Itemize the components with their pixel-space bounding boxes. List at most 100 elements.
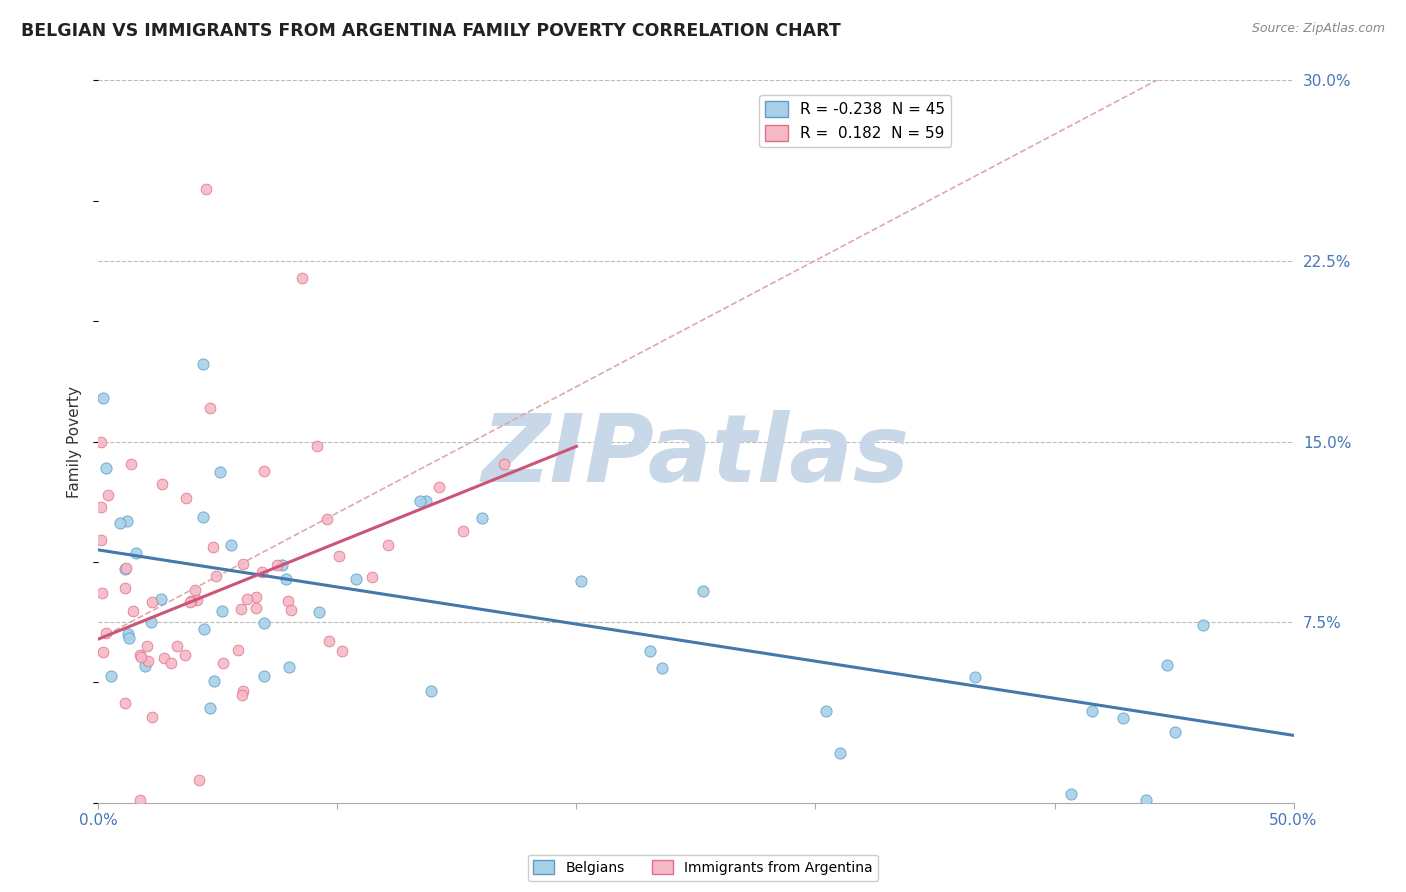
Point — [1080, 704, 1102, 718]
Point — [211, 604, 233, 618]
Point — [108, 516, 131, 530]
Point — [280, 603, 302, 617]
Point — [344, 572, 367, 586]
Point — [114, 582, 136, 596]
Point — [91, 586, 114, 600]
Point — [231, 688, 253, 702]
Point — [318, 634, 340, 648]
Legend: R = -0.238  N = 45, R =  0.182  N = 59: R = -0.238 N = 45, R = 0.182 N = 59 — [759, 95, 952, 147]
Point — [114, 696, 136, 710]
Point — [193, 622, 215, 636]
Point — [91, 391, 114, 405]
Point — [150, 477, 173, 491]
Point — [114, 562, 136, 576]
Legend: Belgians, Immigrants from Argentina: Belgians, Immigrants from Argentina — [527, 855, 879, 880]
Point — [202, 540, 225, 554]
Point — [117, 632, 139, 646]
Point — [328, 549, 350, 563]
Point — [219, 538, 242, 552]
Point — [93, 645, 115, 659]
Point — [638, 644, 661, 658]
Point — [94, 625, 117, 640]
Point — [97, 488, 120, 502]
Point — [100, 669, 122, 683]
Point — [1060, 787, 1083, 801]
Point — [205, 569, 228, 583]
Point — [231, 602, 253, 616]
Point — [963, 670, 986, 684]
Point — [1164, 725, 1187, 739]
Point — [245, 601, 267, 615]
Point — [307, 439, 329, 453]
Point — [277, 660, 299, 674]
Point — [141, 595, 163, 609]
Point — [129, 648, 152, 663]
Point — [308, 606, 330, 620]
Point — [94, 461, 117, 475]
Point — [266, 558, 288, 572]
Point — [277, 594, 299, 608]
Point — [174, 491, 197, 505]
Point — [226, 642, 249, 657]
Point — [492, 457, 515, 471]
Point — [122, 604, 145, 618]
Point — [115, 561, 138, 575]
Text: BELGIAN VS IMMIGRANTS FROM ARGENTINA FAMILY POVERTY CORRELATION CHART: BELGIAN VS IMMIGRANTS FROM ARGENTINA FAM… — [21, 22, 841, 40]
Point — [160, 656, 183, 670]
Point — [569, 574, 592, 589]
Point — [453, 524, 475, 538]
Text: ZIPatlas: ZIPatlas — [482, 410, 910, 502]
Point — [232, 558, 254, 572]
Point — [179, 595, 201, 609]
Point — [136, 654, 159, 668]
Point — [236, 592, 259, 607]
Point — [129, 649, 152, 664]
Point — [184, 583, 207, 598]
Point — [377, 539, 399, 553]
Point — [651, 660, 673, 674]
Point — [419, 684, 441, 698]
Point — [166, 639, 188, 653]
Text: Source: ZipAtlas.com: Source: ZipAtlas.com — [1251, 22, 1385, 36]
Point — [191, 510, 214, 524]
Point — [270, 558, 292, 572]
Point — [253, 669, 276, 683]
Point — [245, 591, 267, 605]
Point — [274, 572, 297, 586]
Point — [141, 709, 163, 723]
Point — [1112, 711, 1135, 725]
Point — [115, 514, 138, 528]
Point — [330, 644, 353, 658]
Point — [253, 464, 276, 478]
Point — [315, 512, 337, 526]
Point — [90, 500, 112, 515]
Y-axis label: Family Poverty: Family Poverty — [67, 385, 83, 498]
Point — [139, 615, 162, 630]
Point — [250, 565, 273, 579]
Point — [187, 773, 209, 788]
Point — [208, 465, 231, 479]
Point — [253, 615, 276, 630]
Point — [409, 493, 432, 508]
Point — [125, 546, 148, 560]
Point — [149, 592, 172, 607]
Point — [135, 639, 157, 653]
Point — [90, 533, 112, 547]
Point — [195, 181, 218, 195]
Point — [1156, 657, 1178, 672]
Point — [200, 701, 222, 715]
Point — [179, 594, 201, 608]
Point — [427, 480, 450, 494]
Point — [153, 650, 176, 665]
Point — [291, 270, 314, 285]
Point — [415, 494, 437, 508]
Point — [134, 658, 156, 673]
Point — [471, 511, 494, 525]
Point — [692, 583, 714, 598]
Point — [232, 683, 254, 698]
Point — [200, 401, 222, 415]
Point — [186, 593, 208, 607]
Point — [202, 673, 225, 688]
Point — [1192, 617, 1215, 632]
Point — [361, 570, 384, 584]
